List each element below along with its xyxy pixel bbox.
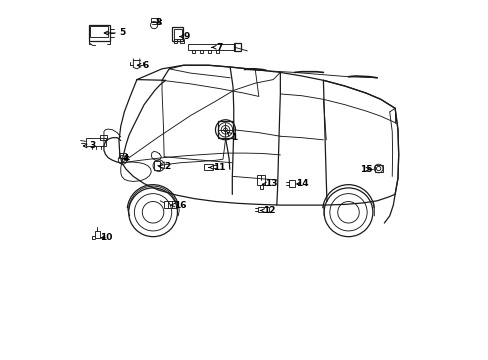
Text: 15: 15 (360, 165, 372, 174)
Text: 12: 12 (260, 206, 275, 215)
Bar (257, 175, 265, 185)
Text: 13: 13 (262, 179, 277, 188)
Bar (172, 27, 183, 41)
Bar (289, 180, 294, 187)
Bar (374, 165, 382, 172)
Text: 5: 5 (104, 28, 125, 37)
Bar (150, 18, 158, 22)
Text: 16: 16 (170, 201, 186, 210)
Bar (94, 230, 100, 238)
Bar (207, 50, 210, 53)
Bar (192, 50, 195, 53)
Bar (88, 26, 110, 41)
Bar (100, 135, 106, 140)
Text: 10: 10 (100, 233, 112, 242)
Text: 2: 2 (159, 162, 170, 171)
Bar (90, 26, 108, 37)
Bar (234, 43, 240, 51)
Bar (163, 201, 176, 208)
Text: 11: 11 (208, 163, 225, 172)
Text: 9: 9 (179, 32, 190, 41)
Text: 1: 1 (226, 132, 236, 142)
Text: 6: 6 (137, 61, 149, 70)
Bar (85, 138, 105, 145)
Text: 8: 8 (155, 18, 161, 27)
Bar (119, 153, 125, 158)
Text: 3: 3 (83, 141, 95, 150)
Bar (203, 163, 213, 170)
Bar (153, 161, 160, 170)
Bar (258, 207, 268, 212)
Text: 7: 7 (211, 43, 222, 52)
Bar (188, 44, 234, 50)
Bar (174, 29, 182, 39)
Bar (215, 50, 218, 53)
Text: 4: 4 (122, 154, 129, 163)
Bar (200, 50, 203, 53)
Bar (218, 121, 232, 138)
Text: 14: 14 (295, 179, 307, 188)
